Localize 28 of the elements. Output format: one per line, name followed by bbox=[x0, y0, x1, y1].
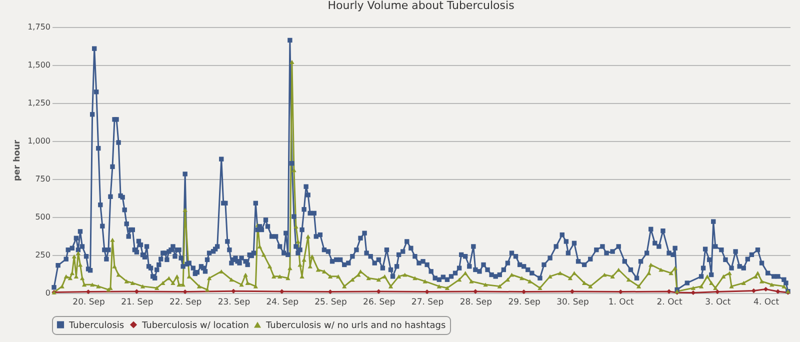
chart-title: Hourly Volume about Tuberculosis bbox=[328, 0, 515, 12]
y-tick-label: 0 bbox=[45, 288, 50, 298]
y-tick-label: 500 bbox=[35, 212, 50, 222]
y-axis-title: per hour bbox=[12, 139, 23, 182]
legend-label: Tuberculosis bbox=[68, 320, 124, 331]
legend-label: Tuberculosis w/ location bbox=[141, 320, 249, 331]
x-tick-label: 24. Sep bbox=[266, 298, 298, 308]
y-tick-label: 1,750 bbox=[28, 22, 50, 32]
y-tick-label: 1,250 bbox=[28, 98, 50, 108]
x-tick-label: 3. Oct bbox=[705, 298, 732, 308]
x-tick-label: 26. Sep bbox=[363, 298, 396, 308]
x-tick-label: 1. Oct bbox=[608, 298, 635, 308]
x-tick-label: 21. Sep bbox=[121, 298, 154, 308]
y-tick-label: 750 bbox=[35, 174, 50, 184]
x-tick-label: 29. Sep bbox=[508, 298, 540, 308]
x-tick-label: 4. Oct bbox=[754, 298, 780, 308]
x-tick-label: 20. Sep bbox=[72, 298, 105, 308]
x-tick-label: 2. Oct bbox=[656, 298, 683, 308]
legend-label: Tuberculosis w/ no urls and no hashtags bbox=[265, 320, 446, 331]
x-tick-label: 23. Sep bbox=[218, 298, 250, 308]
x-tick-label: 30. Sep bbox=[556, 298, 589, 308]
y-tick-label: 1,000 bbox=[28, 136, 50, 146]
x-tick-label: 28. Sep bbox=[460, 298, 492, 308]
y-tick-label: 1,500 bbox=[28, 60, 50, 70]
y-tick-label: 250 bbox=[35, 250, 50, 260]
x-tick-label: 25. Sep bbox=[314, 298, 347, 308]
x-tick-label: 27. Sep bbox=[411, 298, 444, 308]
x-tick-label: 22. Sep bbox=[169, 298, 202, 308]
